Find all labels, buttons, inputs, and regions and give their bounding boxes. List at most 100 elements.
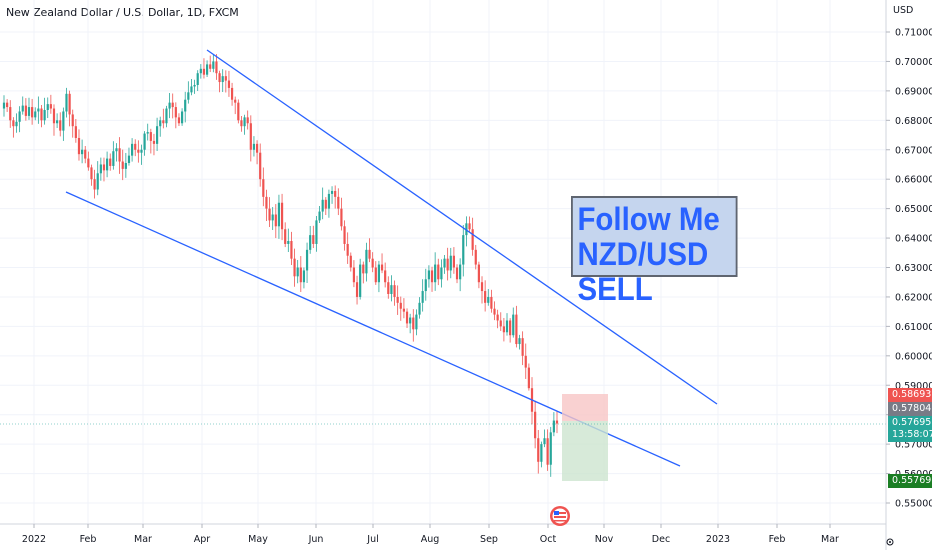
candle: [274, 204, 277, 239]
candle: [334, 185, 337, 209]
candle: [412, 309, 415, 342]
take-profit-zone[interactable]: [562, 421, 608, 481]
x-tick-label: Jul: [366, 534, 378, 545]
candle: [118, 137, 121, 174]
candle: [246, 110, 249, 130]
candle: [352, 260, 356, 288]
candle: [290, 231, 293, 266]
candle: [234, 96, 237, 115]
candle: [499, 312, 502, 331]
y-tick-label: 0.64000: [895, 234, 932, 245]
candle: [99, 157, 102, 181]
candle: [399, 296, 402, 321]
y-tick-label: 0.67000: [895, 145, 932, 156]
candle: [9, 100, 12, 128]
candle: [480, 276, 484, 304]
x-tick-label: Oct: [540, 534, 557, 545]
candle: [434, 252, 437, 291]
candle: [193, 79, 196, 94]
candle: [527, 363, 530, 391]
current-price-tag: 0.57695 13:58:07: [888, 416, 932, 442]
candle: [112, 141, 115, 170]
candle: [15, 113, 18, 133]
candle: [65, 87, 68, 118]
candle: [315, 215, 318, 252]
candle: [59, 112, 62, 137]
candle: [549, 426, 552, 477]
candle: [505, 313, 509, 336]
candle: [465, 216, 468, 247]
candle: [299, 256, 302, 293]
candle: [318, 205, 321, 223]
candle: [346, 232, 349, 264]
candle: [159, 116, 162, 137]
candle: [280, 193, 284, 241]
candle: [446, 247, 449, 281]
candle: [190, 79, 193, 96]
candle: [405, 308, 409, 328]
candle: [93, 169, 96, 199]
candle: [493, 301, 496, 321]
candle: [49, 94, 52, 114]
candle: [180, 108, 184, 126]
candle: [555, 411, 559, 434]
candle: [134, 139, 137, 157]
candle: [421, 279, 424, 312]
candle: [18, 106, 21, 133]
candle: [140, 144, 143, 165]
candle: [165, 105, 168, 128]
us-flag-event-icon[interactable]: [550, 506, 570, 526]
candle: [221, 69, 224, 93]
y-tick-label: 0.66000: [895, 175, 932, 186]
stop-loss-zone[interactable]: [562, 394, 608, 421]
candle: [287, 228, 290, 253]
candle: [437, 258, 440, 286]
candle: [337, 188, 340, 216]
candle: [202, 58, 206, 79]
bar-countdown: 13:58:07: [892, 429, 932, 440]
y-tick-label: 0.57000: [895, 440, 932, 451]
x-tick-label: Dec: [652, 534, 670, 545]
candle: [365, 242, 368, 282]
candle: [102, 157, 106, 182]
candle: [474, 244, 477, 270]
candle: [240, 116, 243, 132]
candle: [187, 81, 190, 104]
candle: [90, 164, 93, 186]
candle: [62, 107, 65, 141]
candle: [12, 117, 15, 138]
candle: [377, 260, 381, 293]
candle: [349, 252, 352, 272]
candle: [524, 343, 527, 379]
y-tick-label: 0.61000: [895, 322, 932, 333]
candle: [171, 93, 174, 119]
candle: [177, 113, 181, 126]
candle: [484, 280, 487, 312]
candle: [359, 258, 362, 300]
y-tick-label: 0.65000: [895, 204, 932, 215]
candle: [143, 131, 146, 156]
candle: [384, 262, 387, 288]
x-tick-label: Feb: [80, 534, 97, 545]
candle: [184, 91, 187, 123]
upper-trendline[interactable]: [206, 49, 718, 405]
candle: [34, 107, 37, 121]
candle: [449, 247, 452, 279]
candle: [502, 317, 505, 342]
candle: [512, 307, 515, 338]
candle: [546, 429, 549, 471]
annotation-box[interactable]: Follow Me NZD/USD SELL: [571, 196, 738, 307]
candle: [477, 261, 480, 289]
candle: [109, 153, 112, 171]
candle: [309, 225, 312, 254]
x-tick-label: Mar: [821, 534, 839, 545]
candle: [462, 224, 465, 277]
candle: [230, 82, 234, 106]
candle: [487, 289, 490, 306]
x-tick-label: May: [248, 534, 268, 545]
candle: [509, 318, 512, 343]
candle: [115, 143, 118, 162]
settings-icon[interactable]: [886, 538, 894, 546]
candle: [52, 104, 56, 136]
